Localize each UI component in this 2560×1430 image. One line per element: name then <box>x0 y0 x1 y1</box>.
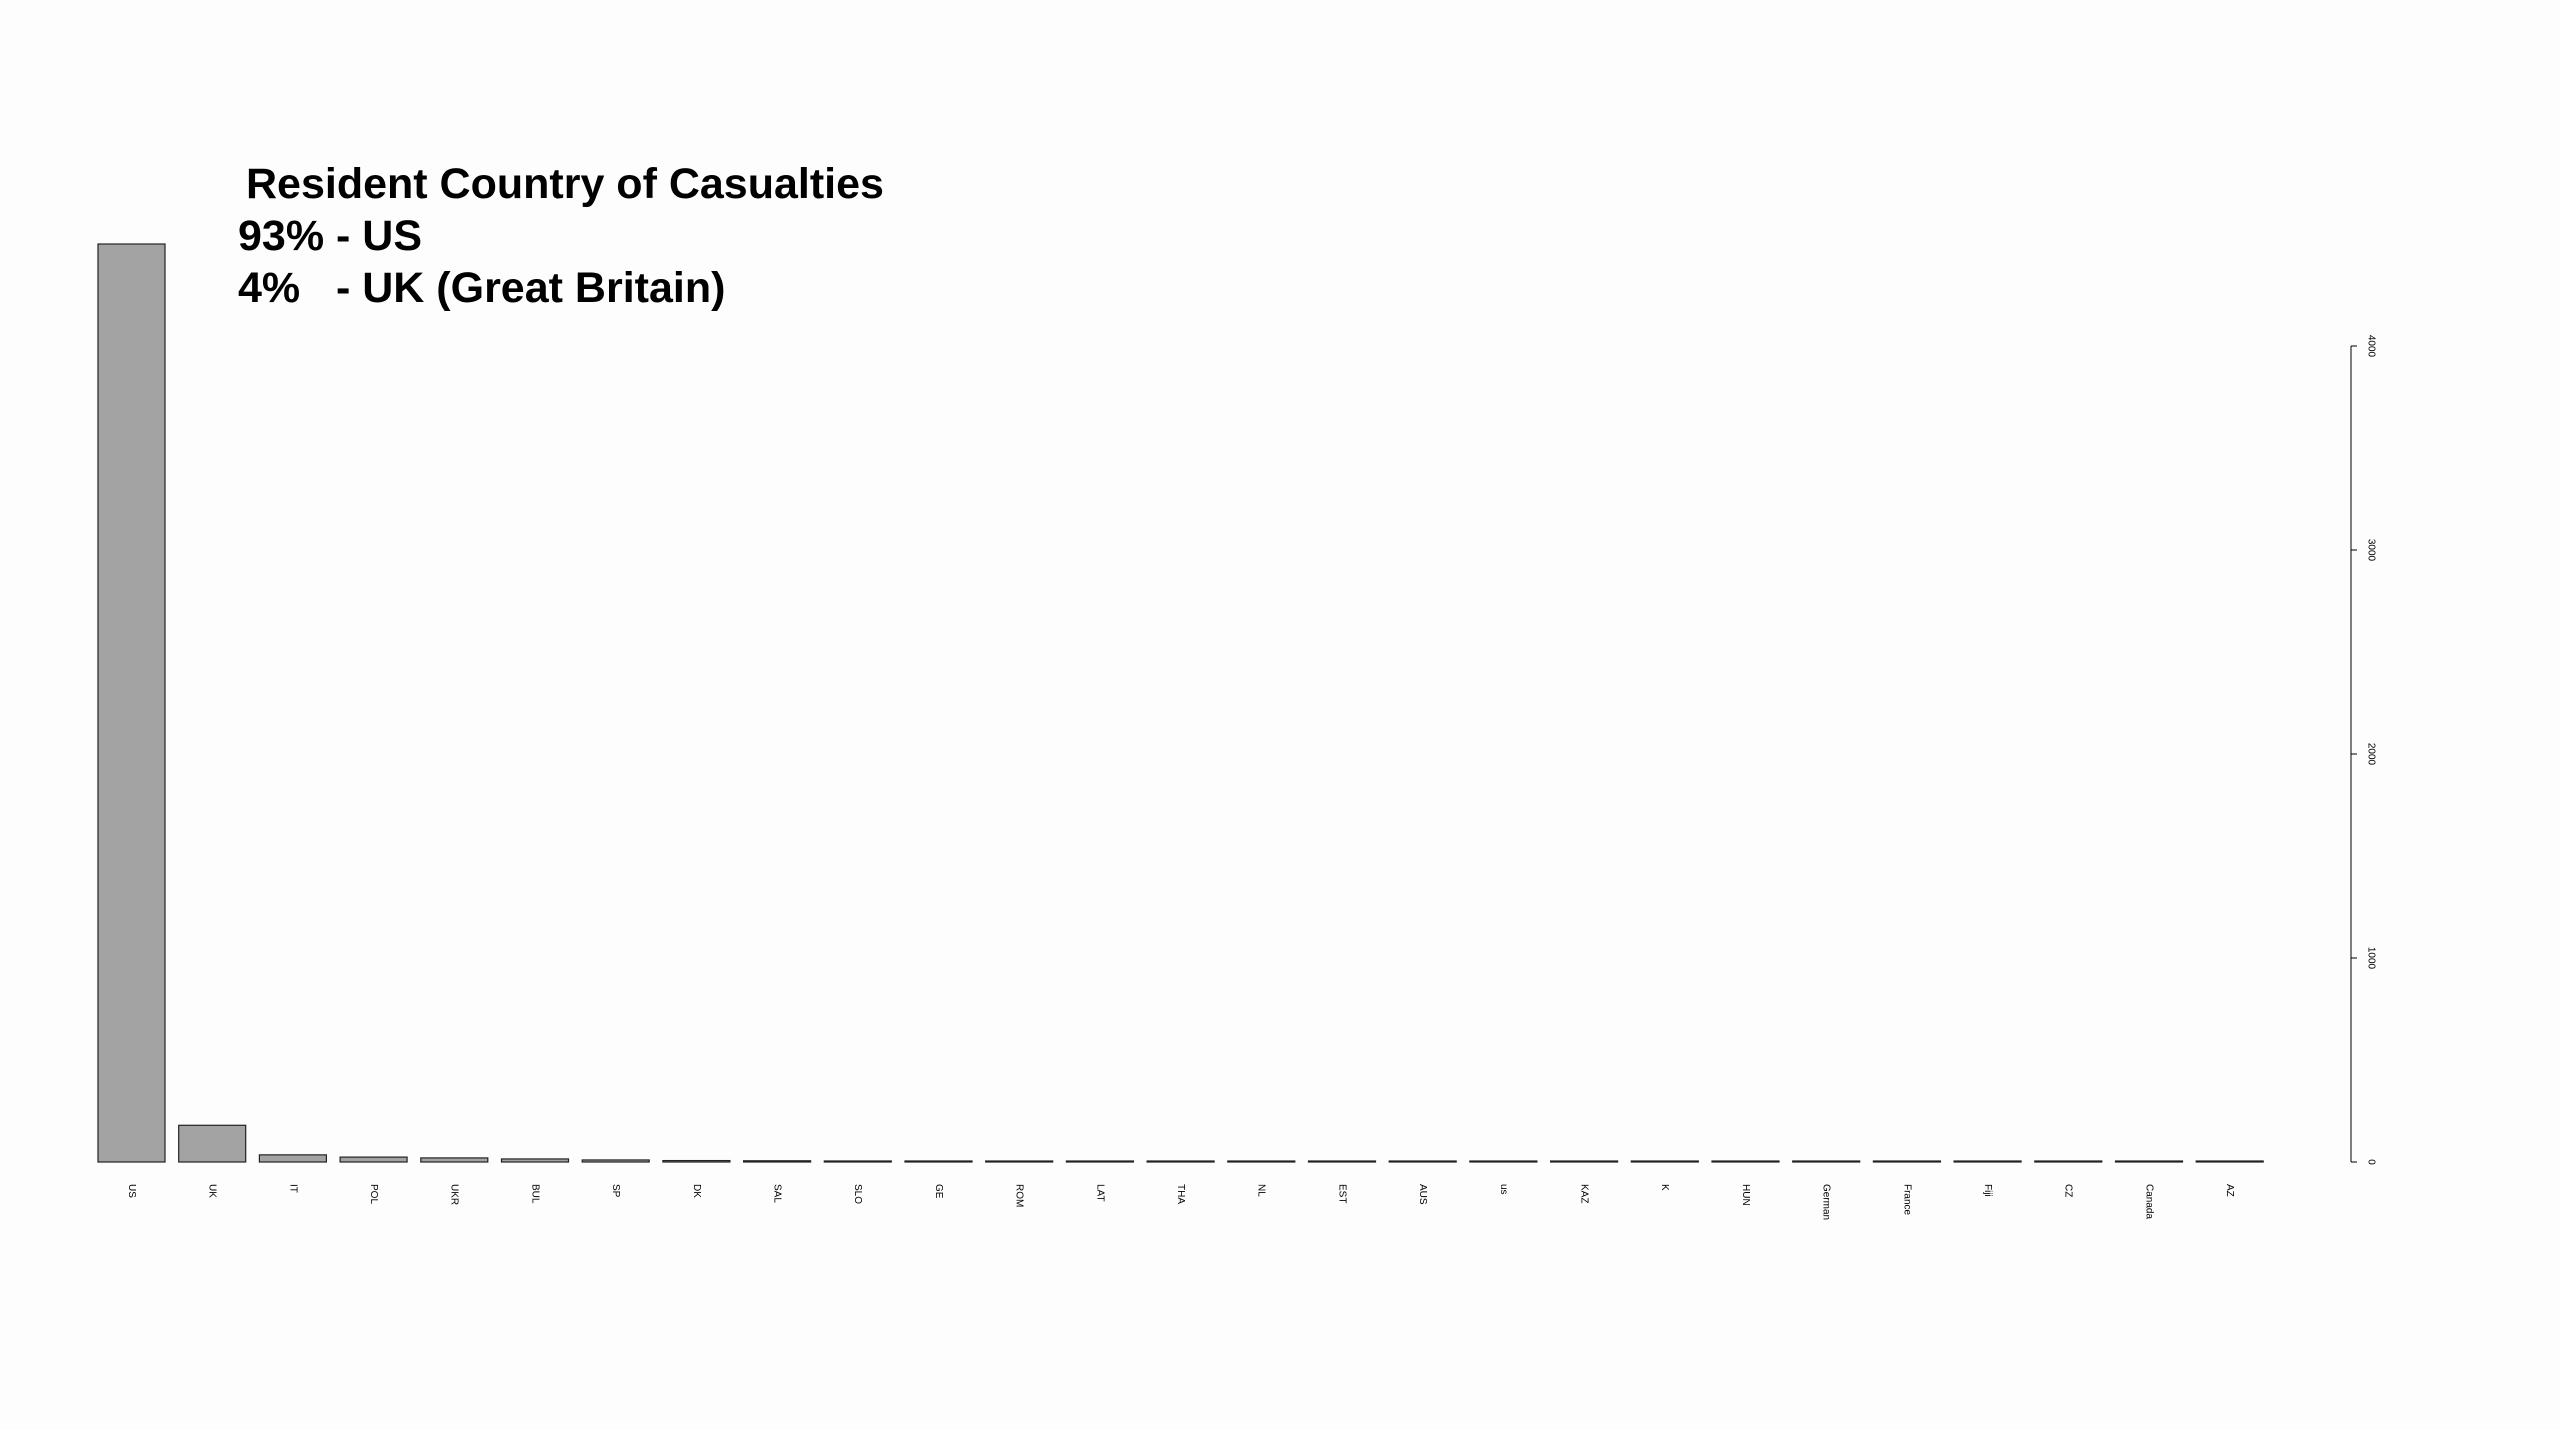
bar-cz <box>2034 1160 2103 1163</box>
title-block: Resident Country of Casualties 93% - US … <box>238 158 884 314</box>
x-tick-label-slo: SLO <box>852 1184 863 1204</box>
bar-sal <box>742 1160 812 1163</box>
chart-title: Resident Country of Casualties <box>246 160 884 208</box>
y-tick-label-3000: 3000 <box>2365 539 2376 562</box>
bar-fiji <box>1953 1160 2022 1163</box>
x-tick-labels: US UK IT POL UKR BUL SP DK SAL SLO GE ROM LAT THA NL ES… <box>126 1184 2235 1220</box>
bar-us <box>1469 1160 1538 1163</box>
bar-bul <box>500 1158 570 1163</box>
bar-ge <box>904 1160 973 1163</box>
x-tick-label-k: K <box>1659 1184 1670 1191</box>
x-tick-label-cz: CZ <box>2063 1184 2074 1197</box>
bar-german <box>1792 1160 1861 1163</box>
bar-aus <box>1388 1160 1457 1163</box>
bar-kaz <box>1549 1160 1619 1163</box>
y-axis: 0 1000 2000 3000 4000 <box>2350 335 2376 1165</box>
bar-tha <box>1146 1160 1215 1163</box>
bar-ukr <box>420 1157 489 1163</box>
annotation-uk-share: 4% - UK (Great Britain) <box>238 264 726 312</box>
bar-est <box>1307 1160 1377 1163</box>
x-tick-label-ge: GE <box>933 1184 944 1199</box>
x-tick-label-us: us <box>1498 1184 1509 1195</box>
x-tick-label-us: US <box>126 1184 137 1198</box>
annotation-us-share: 93% - US <box>238 212 423 260</box>
x-tick-label-az: AZ <box>2224 1184 2235 1197</box>
x-tick-label-nl: NL <box>1256 1184 1267 1197</box>
x-tick-label-canada: Canada <box>2143 1184 2154 1219</box>
x-tick-label-rom: ROM <box>1014 1184 1025 1207</box>
bars-group <box>97 243 2264 1163</box>
bar-dk <box>662 1159 731 1163</box>
x-tick-label-german: German <box>1821 1184 1832 1220</box>
bar-france <box>1872 1160 1942 1163</box>
bar-nl <box>1227 1160 1296 1163</box>
x-tick-label-tha: THA <box>1175 1184 1186 1204</box>
x-tick-label-est: EST <box>1336 1184 1347 1203</box>
x-tick-label-aus: AUS <box>1417 1184 1428 1205</box>
bar-slo <box>823 1160 892 1163</box>
bar-rom <box>985 1160 1054 1163</box>
bar-hun <box>1711 1160 1780 1163</box>
bar-uk <box>178 1124 247 1163</box>
x-tick-label-bul: BUL <box>529 1184 540 1204</box>
x-tick-label-hun: HUN <box>1740 1184 1751 1206</box>
x-tick-label-sp: SP <box>610 1184 621 1198</box>
x-tick-label-kaz: KAZ <box>1578 1184 1589 1203</box>
y-tick-label-0: 0 <box>2365 1159 2376 1165</box>
bar-sp <box>581 1159 650 1163</box>
x-tick-label-lat: LAT <box>1094 1184 1105 1202</box>
bar-pol <box>339 1156 408 1163</box>
bar-lat <box>1065 1160 1135 1163</box>
bar-it <box>258 1154 327 1163</box>
y-tick-label-4000: 4000 <box>2365 335 2376 358</box>
x-tick-label-uk: UK <box>207 1184 218 1198</box>
x-tick-label-dk: DK <box>691 1184 702 1198</box>
bar-us <box>97 243 166 1163</box>
x-tick-label-pol: POL <box>368 1184 379 1204</box>
bar-canada <box>2114 1160 2184 1163</box>
x-tick-label-ukr: UKR <box>449 1184 460 1205</box>
y-tick-label-1000: 1000 <box>2365 947 2376 970</box>
y-tick-label-2000: 2000 <box>2365 743 2376 766</box>
x-tick-label-sal: SAL <box>771 1184 782 1203</box>
x-tick-label-france: France <box>1901 1184 1912 1216</box>
x-tick-label-fiji: Fiji <box>1982 1184 1993 1197</box>
bar-k <box>1630 1160 1699 1163</box>
x-tick-label-it: IT <box>287 1184 298 1193</box>
bar-az <box>2195 1160 2264 1163</box>
